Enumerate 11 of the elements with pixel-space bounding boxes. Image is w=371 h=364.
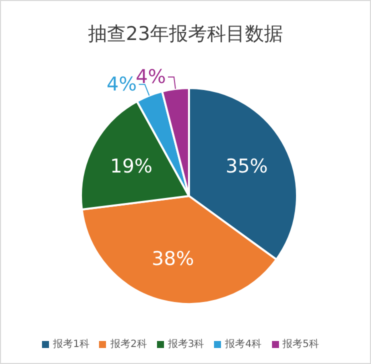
data-label: 35% xyxy=(226,156,268,178)
data-label: 4% xyxy=(136,66,166,88)
chart-title: 抽查23年报考科目数据 xyxy=(86,22,284,47)
data-label: 4% xyxy=(106,73,137,96)
data-label: 38% xyxy=(152,248,194,270)
legend-label: 报考2科 xyxy=(110,339,147,350)
legend-label: 报考5科 xyxy=(282,339,319,350)
data-label: 19% xyxy=(110,156,152,178)
legend-label: 报考4科 xyxy=(225,339,262,350)
legend-label: 报考1科 xyxy=(53,339,90,350)
legend-label: 报考3科 xyxy=(168,339,204,350)
